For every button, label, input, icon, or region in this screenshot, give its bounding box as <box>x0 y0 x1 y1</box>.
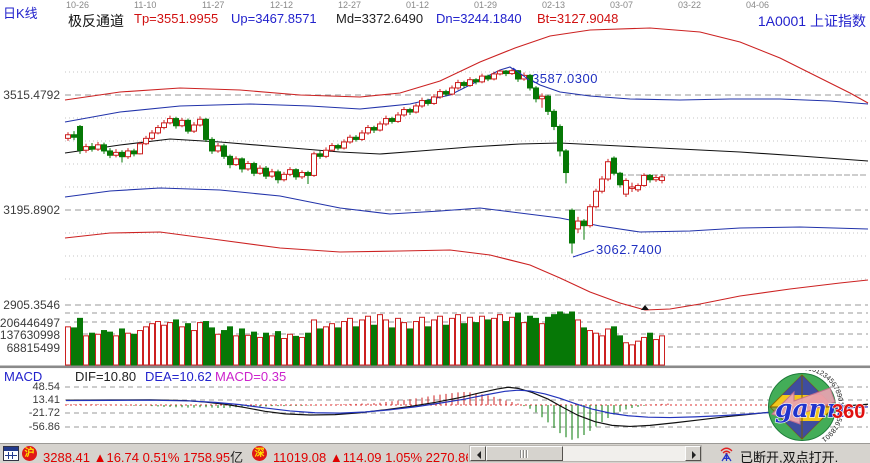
macd-axis: 48.54 13.41 -21.72 -56.86 <box>0 0 62 443</box>
date-label: 01-12 <box>406 0 430 10</box>
macd-tick-label: 48.54 <box>32 381 60 393</box>
calendar-icon[interactable] <box>3 446 19 461</box>
price-axis: 3515.4792 3195.8902 2905.3546 <box>0 0 62 443</box>
logo-brand-gann: gann <box>775 394 845 423</box>
macd-tick-label: -56.86 <box>28 421 60 433</box>
date-label: 01-29 <box>474 0 498 10</box>
price-tick-label: 3515.4792 <box>3 88 60 102</box>
date-label: 03-07 <box>610 0 634 10</box>
date-label: 12-12 <box>270 0 294 10</box>
macd-macd-value: MACD=0.35 <box>215 369 287 384</box>
price-tick-label: 3195.8902 <box>3 203 60 217</box>
indicator-tp-value: Tp=3551.9955 <box>134 11 219 26</box>
volume-tick-label: 68815499 <box>6 341 60 355</box>
macd-dea-value: DEA=10.62 <box>145 369 212 384</box>
shanghai-market-icon[interactable]: 沪 <box>22 446 37 461</box>
connection-status-text[interactable]: 已断开,双点打开. <box>740 450 839 463</box>
indicator-md-value: Md=3372.6490 <box>336 11 424 26</box>
macd-tick-label: 13.41 <box>32 394 60 406</box>
date-label: 10-26 <box>66 0 90 10</box>
date-label: 12-27 <box>338 0 362 10</box>
date-label: 11-10 <box>134 0 157 10</box>
date-label: 02-13 <box>542 0 566 10</box>
shenzhen-index-quote: 11019.08 ▲114.09 1.05% 2270.86亿 <box>273 450 468 463</box>
logo-brand-360: 360 <box>832 401 865 423</box>
symbol-title[interactable]: 1A0001 上证指数 <box>757 13 866 29</box>
volume-axis: 206446497 137630998 68815499 <box>0 0 62 443</box>
indicator-name[interactable]: 极反通道 <box>68 13 124 29</box>
status-bar: 沪 3288.41 ▲16.74 0.51% 1758.95亿 深 11019.… <box>0 443 870 463</box>
macd-dif-value: DIF=10.80 <box>75 369 137 384</box>
volume-tick-label: 206446497 <box>0 316 60 330</box>
annotation-trough-price: 3062.7400 <box>596 242 662 257</box>
kline-chart-canvas <box>0 27 870 440</box>
scroll-right-button[interactable] <box>685 446 701 461</box>
macd-pane-title[interactable]: MACD <box>4 369 43 384</box>
gann360-logo: 890123456789012345678901 gann 360 <box>756 370 870 445</box>
indicator-dn-value: Dn=3244.1840 <box>436 11 522 26</box>
macd-tick-label: -21.72 <box>28 407 60 419</box>
shanghai-index-quote: 3288.41 ▲16.74 0.51% 1758.95亿 <box>43 450 244 463</box>
price-tick-label: 2905.3546 <box>3 298 60 312</box>
logo-arrow <box>771 387 836 425</box>
indicator-up-value: Up=3467.8571 <box>231 11 317 26</box>
scroll-left-button[interactable] <box>470 446 486 461</box>
shenzhen-market-icon[interactable]: 深 <box>252 446 267 461</box>
date-label: 11-27 <box>202 0 225 10</box>
annotation-peak-price: 3587.0300 <box>532 71 598 86</box>
date-label: 04-06 <box>746 0 770 10</box>
shenzhen-quote-clip: 深 11019.08 ▲114.09 1.05% 2270.86亿 <box>250 444 468 463</box>
volume-tick-label: 137630998 <box>0 328 60 342</box>
connection-antenna-icon[interactable] <box>718 445 735 462</box>
scrollbar-thumb[interactable] <box>486 446 563 461</box>
horizontal-scrollbar[interactable] <box>469 445 702 462</box>
indicator-bt-value: Bt=3127.9048 <box>537 11 619 26</box>
chart-type-label[interactable]: 日K线 <box>3 6 38 21</box>
date-label: 03-22 <box>678 0 702 10</box>
